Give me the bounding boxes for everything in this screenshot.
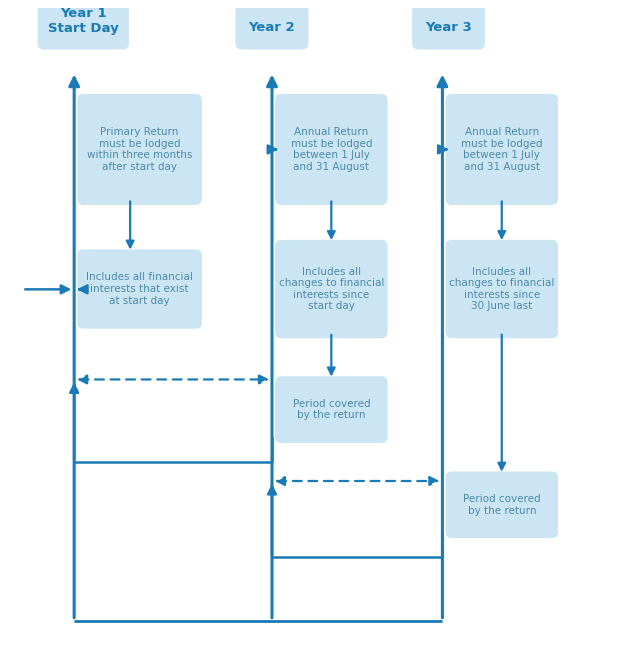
FancyBboxPatch shape	[412, 5, 485, 49]
Text: Primary Return
must be lodged
within three months
after start day: Primary Return must be lodged within thr…	[87, 127, 193, 172]
Text: Period covered
by the return: Period covered by the return	[292, 399, 370, 421]
Text: Includes all
changes to financial
interests since
30 June last: Includes all changes to financial intere…	[449, 267, 555, 311]
Text: Includes all
changes to financial
interests since
start day: Includes all changes to financial intere…	[279, 267, 384, 311]
FancyBboxPatch shape	[77, 249, 202, 329]
Text: Annual Return
must be lodged
between 1 July
and 31 August: Annual Return must be lodged between 1 J…	[291, 127, 372, 172]
FancyBboxPatch shape	[445, 240, 558, 338]
FancyBboxPatch shape	[275, 94, 387, 205]
Text: Year 3: Year 3	[425, 21, 472, 34]
FancyBboxPatch shape	[77, 94, 202, 205]
FancyBboxPatch shape	[38, 0, 129, 49]
Text: Annual Return
must be lodged
between 1 July
and 31 August: Annual Return must be lodged between 1 J…	[461, 127, 542, 172]
FancyBboxPatch shape	[445, 472, 558, 538]
FancyBboxPatch shape	[445, 94, 558, 205]
FancyBboxPatch shape	[275, 240, 387, 338]
Text: Year 2: Year 2	[249, 21, 296, 34]
FancyBboxPatch shape	[236, 5, 308, 49]
FancyBboxPatch shape	[275, 377, 387, 443]
Text: Includes all financial
interests that exist
at start day: Includes all financial interests that ex…	[86, 272, 193, 305]
Text: Year 1
Start Day: Year 1 Start Day	[48, 7, 118, 35]
Text: Period covered
by the return: Period covered by the return	[463, 494, 540, 516]
